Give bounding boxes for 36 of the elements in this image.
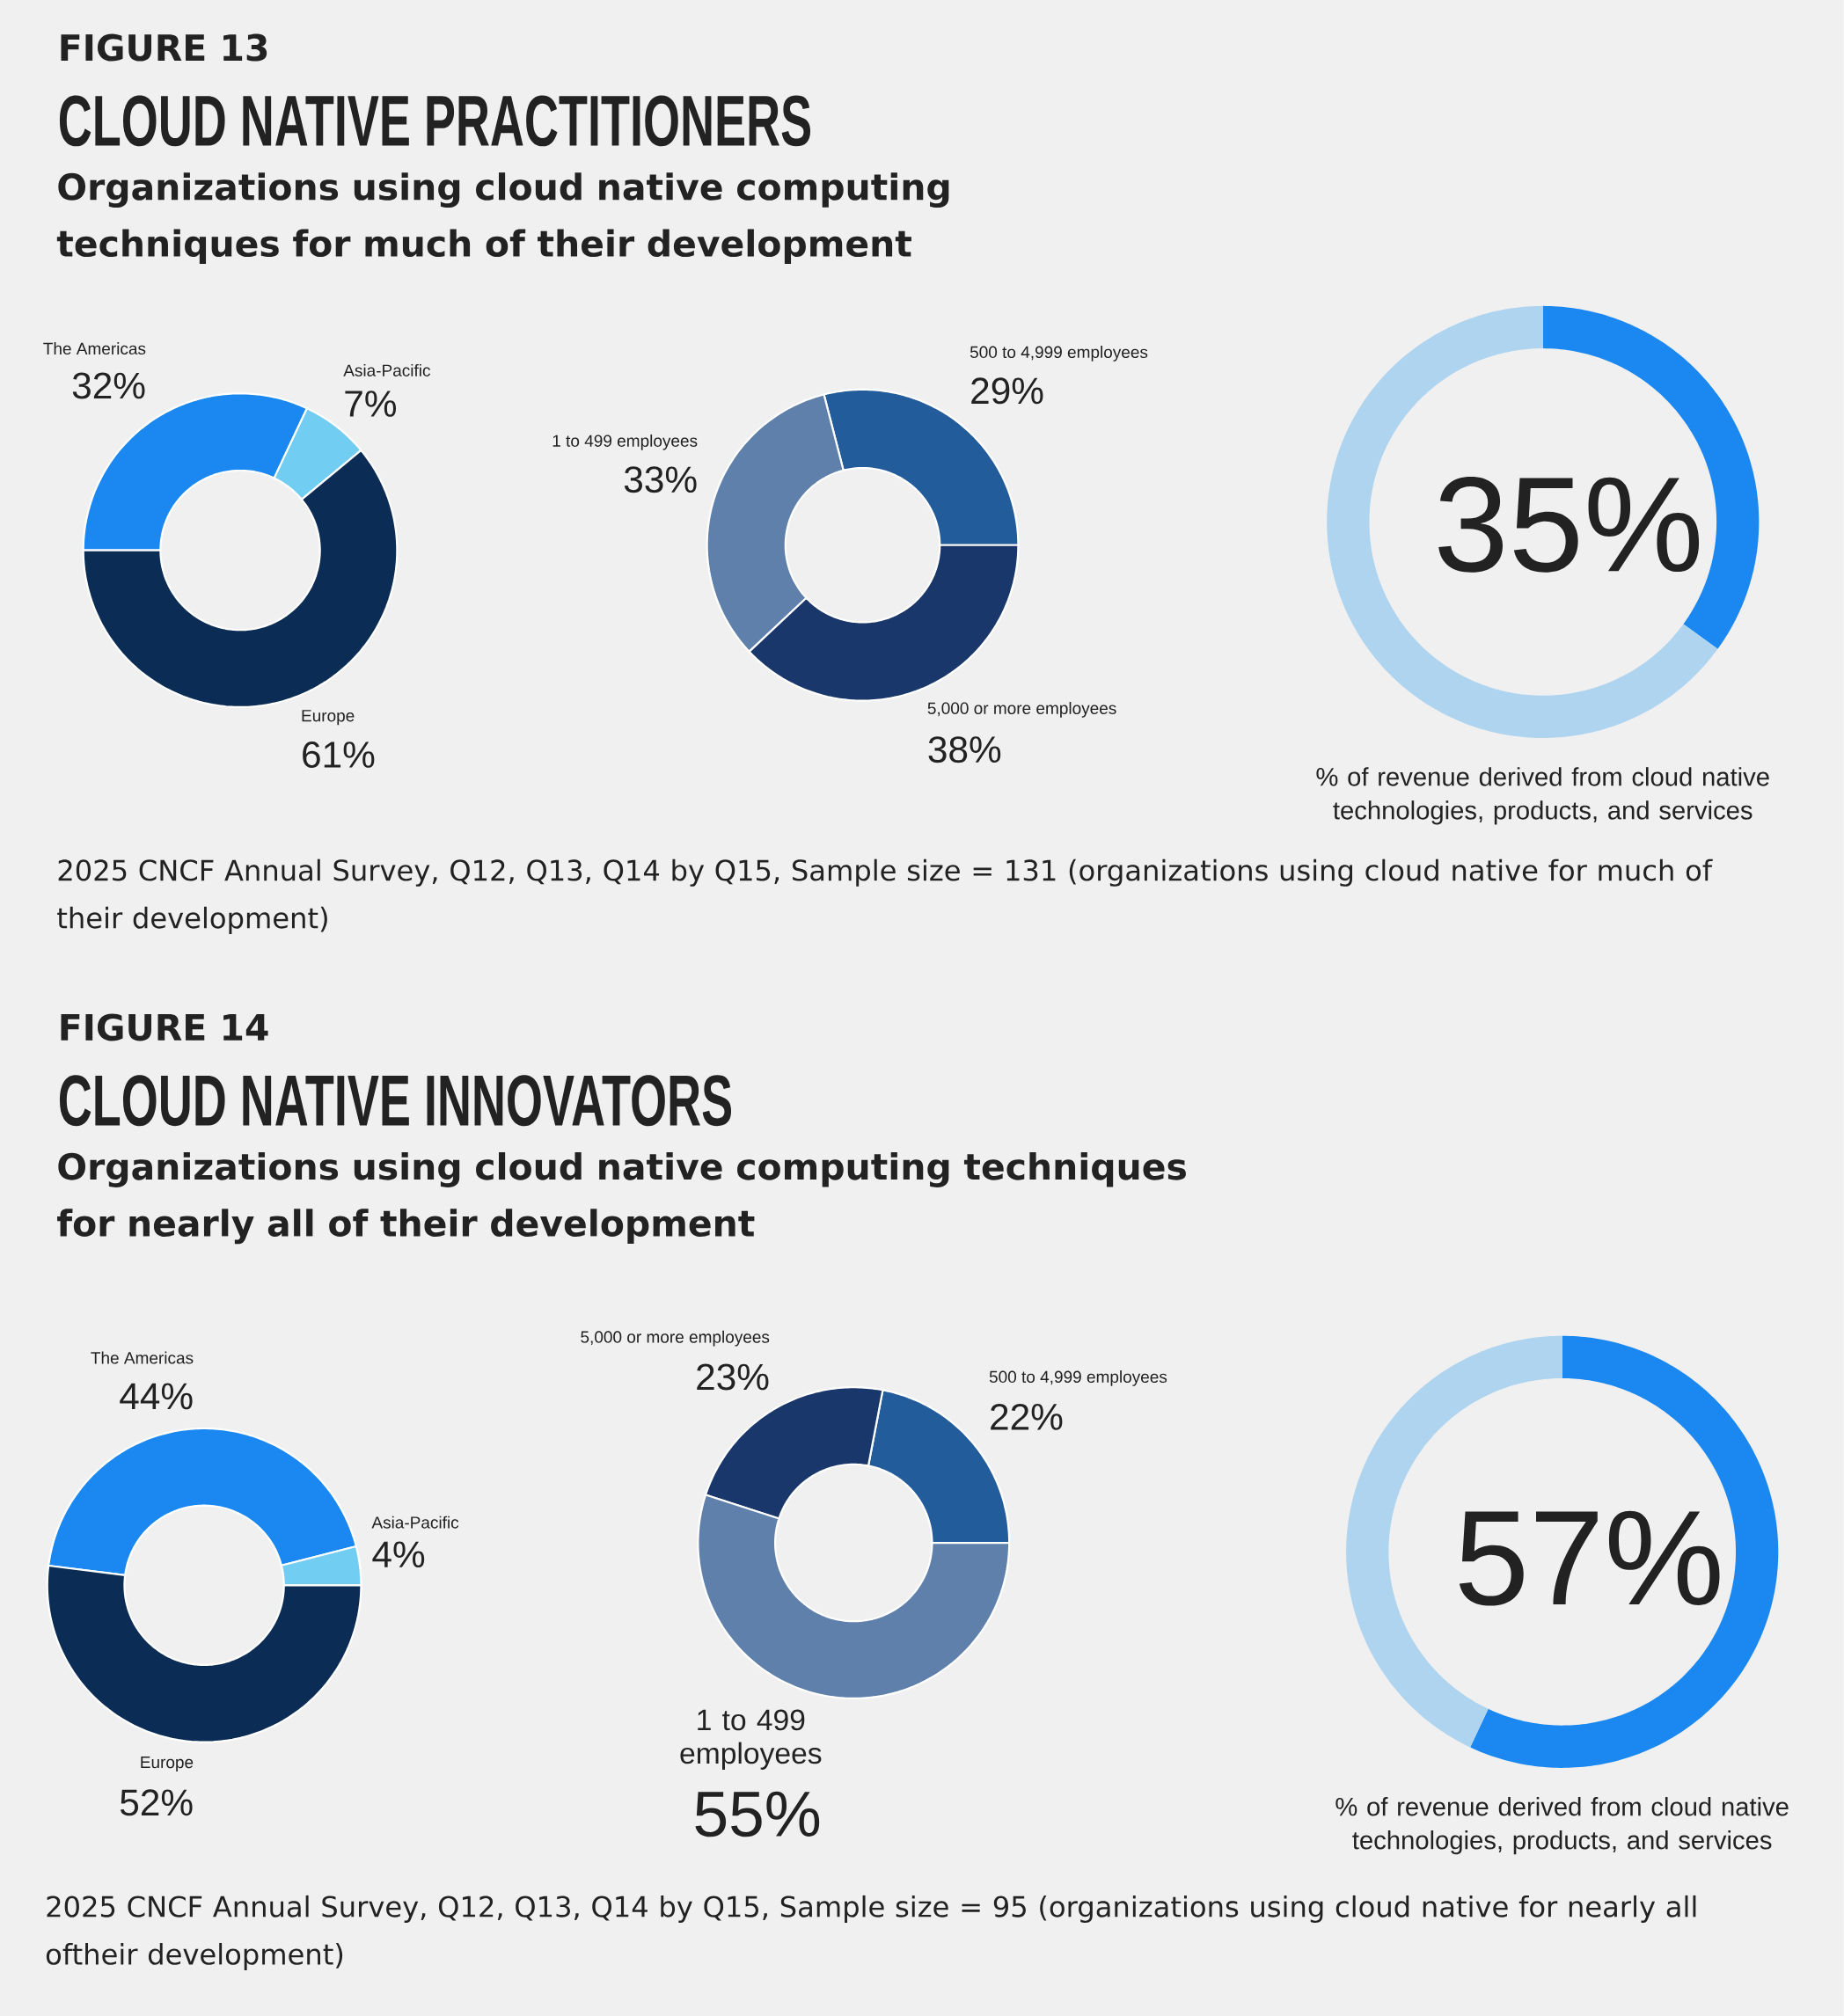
- data-label: 22%: [991, 1403, 1063, 1430]
- data-label: 35%: [1438, 477, 1700, 573]
- slice-label: 1 to 499 employees: [552, 434, 698, 450]
- text: Organizations using cloud native computing techniques for nearly all of their development: [57, 1152, 1187, 1245]
- slice-label: Europe: [141, 1756, 194, 1771]
- data-label: 7%: [345, 391, 397, 417]
- text: % of revenue derived from cloud native technologies, products, and services: [1316, 767, 1769, 825]
- data-label: 32%: [72, 372, 145, 399]
- text: 2025 CNCF Annual Survey, Q12, Q13, Q14 by Q15, Sample size = 131 (organizations using cloud native for much of their development): [57, 858, 1713, 934]
- slice-label: 1 to 499 employees: [680, 1709, 822, 1770]
- text: % of revenue derived from cloud native technologies, products, and services: [1335, 1797, 1789, 1855]
- slice-label: Asia-Pacific: [343, 363, 431, 376]
- slice-label: 500 to 4,999 employees: [970, 346, 1148, 362]
- slice-label: 500 to 4,999 employees: [989, 1370, 1167, 1386]
- slice-label: 5,000 or more employees: [927, 702, 1116, 718]
- data-label: 57%: [1460, 1510, 1720, 1606]
- slice-label: The Americas: [43, 342, 146, 355]
- caption: FIGURE 14: [61, 1013, 268, 1041]
- data-label: 61%: [303, 741, 375, 769]
- text: 2025 CNCF Annual Survey, Q12, Q13, Q14 by Q15, Sample size = 95 (organizations using cloud native for nearly all oftheir development): [46, 1895, 1696, 1971]
- data-label: 44%: [120, 1383, 193, 1410]
- slice-label: Europe: [302, 710, 355, 726]
- data-label: 4%: [372, 1541, 425, 1568]
- caption: FIGURE 13: [61, 33, 267, 62]
- chart-title: CLOUD NATIVE PRACTITIONERS: [60, 95, 811, 147]
- data-label: 52%: [121, 1789, 193, 1816]
- chart-title: CLOUD NATIVE INNOVATORS: [60, 1075, 732, 1127]
- data-label: 38%: [928, 736, 1001, 763]
- text: Organizations using cloud native computing techniques for much of their development: [56, 172, 949, 265]
- data-label: 33%: [624, 466, 697, 493]
- data-label: 23%: [697, 1363, 769, 1391]
- data-label: 29%: [971, 377, 1043, 405]
- data-label: 55%: [695, 1791, 820, 1837]
- slice-label: Asia-Pacific: [371, 1516, 459, 1529]
- slice-label: 5,000 or more employees: [581, 1330, 770, 1347]
- slice-label: The Americas: [91, 1351, 194, 1364]
